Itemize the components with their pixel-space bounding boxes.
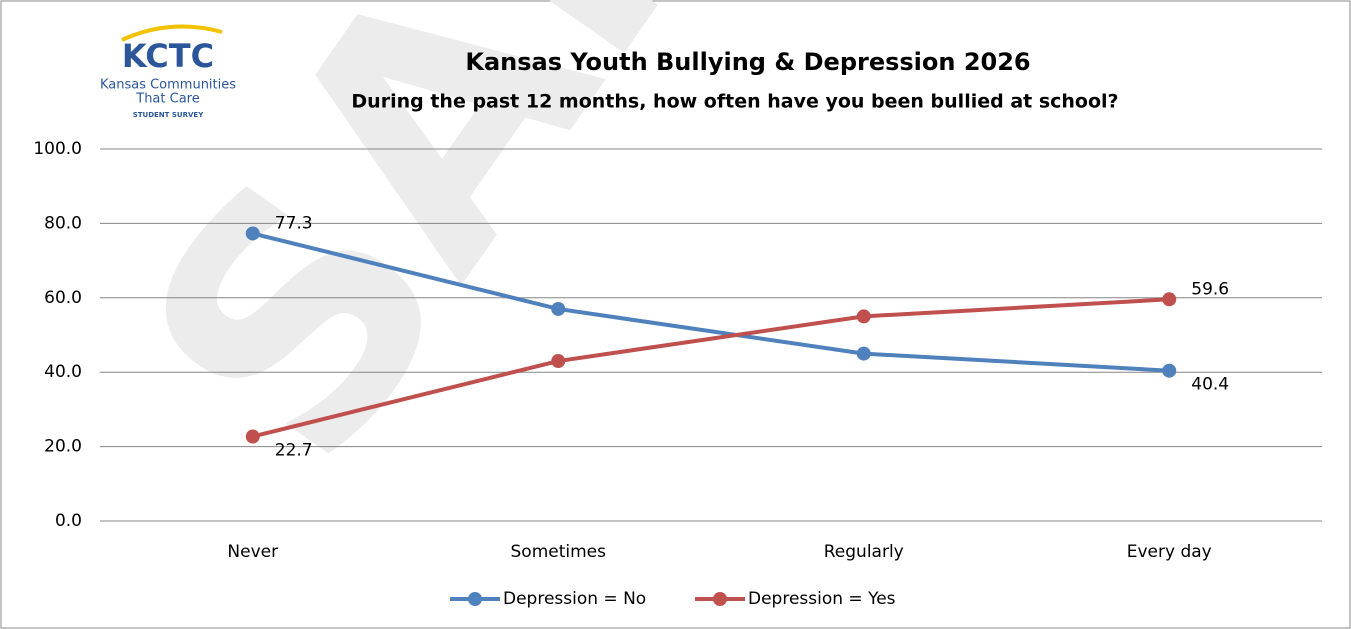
data-point <box>551 354 566 369</box>
logo-mark: KCTC <box>122 37 214 75</box>
x-tick-label: Sometimes <box>511 542 607 562</box>
legend-marker <box>713 592 727 606</box>
data-point <box>856 309 871 324</box>
data-point <box>245 429 260 444</box>
data-point <box>245 226 260 241</box>
y-tick-label: 20.0 <box>44 437 82 457</box>
logo-line: Kansas Communities <box>100 78 236 93</box>
legend-label: Depression = No <box>503 589 646 609</box>
x-tick-label: Never <box>227 542 278 562</box>
data-point <box>551 301 566 316</box>
data-point <box>1162 292 1177 307</box>
logo-line: STUDENT SURVEY <box>133 111 204 119</box>
logo-arc <box>121 24 223 42</box>
data-label: 77.3 <box>275 213 313 233</box>
chart-subtitle: During the past 12 months, how often hav… <box>351 91 1118 113</box>
data-label: 22.7 <box>275 441 313 461</box>
legend-marker <box>468 592 482 606</box>
data-point <box>856 346 871 361</box>
legend-label: Depression = Yes <box>748 589 896 609</box>
y-tick-label: 100.0 <box>33 139 82 159</box>
y-tick-label: 60.0 <box>44 288 82 308</box>
y-tick-label: 40.0 <box>44 362 82 382</box>
y-tick-label: 0.0 <box>55 511 82 531</box>
series-line <box>252 297 1170 439</box>
y-tick-label: 80.0 <box>44 213 82 233</box>
data-point <box>1162 363 1177 378</box>
logo-line: That Care <box>135 92 199 107</box>
data-label: 40.4 <box>1191 375 1229 395</box>
series-line <box>252 231 1170 373</box>
x-tick-label: Every day <box>1127 542 1212 562</box>
chart-title: Kansas Youth Bullying & Depression 2026 <box>465 48 1030 76</box>
x-tick-label: Regularly <box>824 542 904 562</box>
data-label: 59.6 <box>1191 279 1229 299</box>
